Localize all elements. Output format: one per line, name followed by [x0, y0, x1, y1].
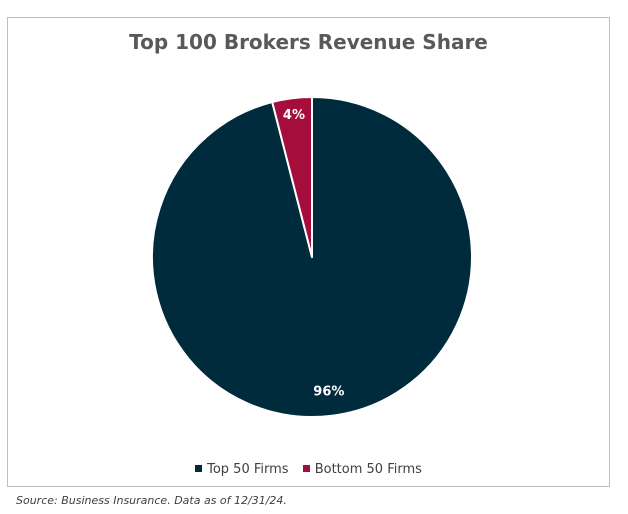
legend-label-bottom-50: Bottom 50 Firms	[314, 462, 422, 477]
chart-legend: Top 50 Firms Bottom 50 Firms	[8, 462, 609, 477]
source-note: Source: Business Insurance. Data as of 1…	[16, 494, 287, 507]
data-label-top-50-firms: 96%	[313, 384, 344, 399]
pie-chart: 96% 4%	[151, 96, 473, 418]
legend-item-bottom-50: Bottom 50 Firms	[302, 462, 422, 477]
legend-swatch-top-50	[195, 465, 203, 472]
legend-item-top-50: Top 50 Firms	[195, 462, 289, 477]
legend-label-top-50: Top 50 Firms	[207, 462, 289, 477]
legend-swatch-bottom-50	[302, 465, 310, 472]
pie-slice-bottom-50-firms	[271, 96, 313, 258]
data-label-bottom-50-firms: 4%	[283, 108, 305, 123]
chart-title: Top 100 Brokers Revenue Share	[129, 30, 488, 54]
chart-frame: Top 100 Brokers Revenue Share 96% 4% Top …	[7, 17, 610, 487]
